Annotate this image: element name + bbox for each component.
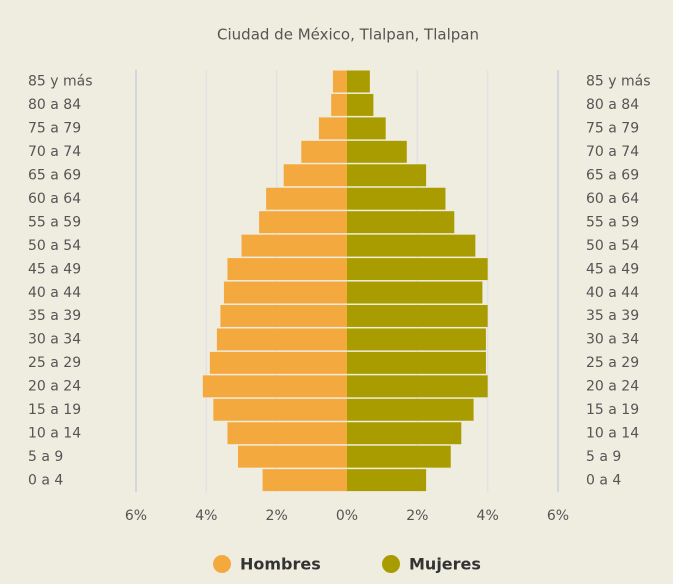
bar [227, 258, 347, 281]
y-tick-label: 20 a 24 [586, 379, 639, 395]
y-tick-label: 40 a 44 [586, 285, 639, 301]
legend-label: Hombres [240, 555, 321, 574]
y-tick-label: 50 a 54 [586, 238, 639, 254]
y-tick-label: 60 a 64 [28, 191, 81, 207]
bar [259, 211, 347, 234]
y-tick-label: 80 a 84 [586, 97, 639, 113]
bar [347, 445, 451, 468]
chart-title: Ciudad de México, Tlalpan, Tlalpan [217, 26, 479, 44]
y-tick-label: 80 a 84 [28, 97, 81, 113]
bar [347, 328, 486, 351]
bar [283, 164, 347, 187]
y-tick-label: 25 a 29 [586, 355, 639, 371]
bar [347, 398, 474, 421]
bar [202, 375, 347, 398]
y-tick-label: 10 a 14 [28, 425, 81, 441]
bar [237, 445, 347, 468]
x-tick-label: 0% [336, 508, 358, 524]
y-tick-label: 10 a 14 [586, 425, 639, 441]
bar [223, 281, 347, 304]
legend-marker [213, 555, 231, 573]
bar [347, 164, 427, 187]
y-tick-label: 45 a 49 [28, 261, 81, 277]
bar [347, 234, 476, 257]
y-tick-label: 70 a 74 [586, 144, 639, 160]
bar [241, 234, 347, 257]
y-tick-label: 40 a 44 [28, 285, 81, 301]
x-tick-label: 4% [477, 508, 499, 524]
y-tick-label: 15 a 19 [586, 402, 639, 418]
bar [332, 70, 347, 93]
bar [227, 422, 347, 445]
y-tick-label: 85 y más [28, 74, 93, 90]
bar [347, 93, 374, 116]
bar [347, 211, 455, 234]
y-tick-label: 5 a 9 [28, 449, 63, 465]
y-tick-label: 55 a 59 [586, 214, 639, 230]
bar [266, 187, 347, 210]
y-tick-label: 20 a 24 [28, 379, 81, 395]
bar [347, 117, 386, 140]
y-tick-label: 55 a 59 [28, 214, 81, 230]
legend-marker [382, 555, 400, 573]
bar [347, 70, 370, 93]
y-tick-label: 50 a 54 [28, 238, 81, 254]
bar [262, 469, 347, 492]
bar [216, 328, 347, 351]
bar [347, 469, 427, 492]
bar [318, 117, 347, 140]
y-tick-label: 0 a 4 [586, 472, 621, 488]
legend-label: Mujeres [409, 555, 481, 574]
bar [347, 375, 488, 398]
bar [301, 140, 347, 163]
bar [220, 305, 347, 327]
bar [347, 351, 486, 374]
y-tick-label: 30 a 34 [28, 332, 81, 348]
x-tick-label: 2% [406, 508, 428, 524]
y-tick-label: 75 a 79 [28, 121, 81, 137]
y-tick-label: 60 a 64 [586, 191, 639, 207]
y-tick-label: 30 a 34 [586, 332, 639, 348]
y-tick-label: 15 a 19 [28, 402, 81, 418]
bar [347, 187, 446, 210]
bar [213, 398, 347, 421]
y-tick-label: 45 a 49 [586, 261, 639, 277]
y-tick-label: 65 a 69 [28, 168, 81, 184]
y-tick-label: 35 a 39 [586, 308, 639, 324]
y-tick-label: 35 a 39 [28, 308, 81, 324]
y-tick-label: 0 a 4 [28, 472, 63, 488]
y-tick-label: 25 a 29 [28, 355, 81, 371]
x-tick-label: 6% [125, 508, 147, 524]
x-tick-label: 4% [195, 508, 217, 524]
bar [347, 281, 483, 304]
bar [331, 93, 347, 116]
bar [209, 351, 347, 374]
x-tick-label: 6% [547, 508, 569, 524]
y-tick-label: 65 a 69 [586, 168, 639, 184]
bar [347, 422, 462, 445]
y-tick-label: 75 a 79 [586, 121, 639, 137]
bar [347, 305, 488, 327]
y-tick-label: 5 a 9 [586, 449, 621, 465]
bar [347, 258, 488, 281]
y-tick-label: 70 a 74 [28, 144, 81, 160]
x-tick-label: 2% [266, 508, 288, 524]
bar [347, 140, 407, 163]
y-tick-label: 85 y más [586, 74, 651, 90]
